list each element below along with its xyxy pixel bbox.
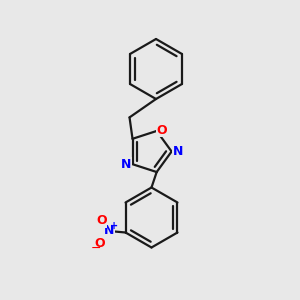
Text: −: − — [91, 242, 101, 255]
Text: O: O — [157, 124, 167, 136]
Text: O: O — [96, 214, 107, 227]
Text: +: + — [110, 220, 118, 231]
Text: N: N — [104, 224, 114, 238]
Text: N: N — [121, 158, 131, 171]
Text: O: O — [95, 237, 105, 250]
Text: N: N — [173, 145, 183, 158]
